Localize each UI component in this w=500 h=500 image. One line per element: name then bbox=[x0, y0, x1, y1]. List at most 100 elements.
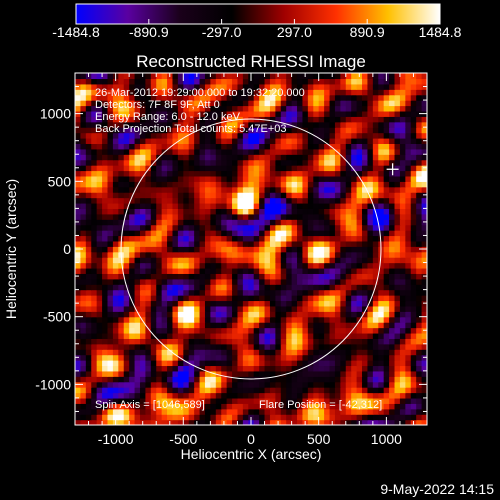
heatmap-cell bbox=[253, 224, 260, 231]
heatmap-cell bbox=[248, 240, 255, 247]
heatmap-cell bbox=[275, 94, 282, 101]
heatmap-cell bbox=[302, 137, 309, 144]
heatmap-cell bbox=[307, 110, 314, 117]
heatmap-cell bbox=[313, 300, 320, 307]
heatmap-cell bbox=[286, 110, 293, 117]
heatmap-cell bbox=[421, 143, 427, 150]
heatmap-cell bbox=[85, 165, 92, 172]
heatmap-cell bbox=[313, 262, 320, 269]
heatmap-cell bbox=[237, 343, 244, 350]
heatmap-cell bbox=[383, 262, 390, 269]
heatmap-cell bbox=[215, 89, 222, 96]
heatmap-cell bbox=[291, 148, 298, 155]
heatmap-cell bbox=[291, 83, 298, 90]
heatmap-cell bbox=[394, 159, 401, 166]
heatmap-cell bbox=[150, 137, 157, 144]
heatmap-cell bbox=[161, 403, 168, 410]
heatmap-cell bbox=[129, 387, 136, 394]
heatmap-cell bbox=[259, 246, 266, 253]
heatmap-cell bbox=[367, 403, 374, 410]
heatmap-cell bbox=[329, 370, 336, 377]
heatmap-cell bbox=[329, 89, 336, 96]
heatmap-cell bbox=[378, 116, 385, 123]
heatmap-cell bbox=[394, 300, 401, 307]
heatmap-cell bbox=[253, 208, 260, 215]
heatmap-cell bbox=[232, 311, 239, 318]
heatmap-cell bbox=[399, 181, 406, 188]
heatmap-cell bbox=[232, 186, 239, 193]
heatmap-cell bbox=[226, 186, 233, 193]
heatmap-cell bbox=[199, 105, 206, 112]
heatmap-cell bbox=[150, 316, 157, 323]
heatmap-cell bbox=[112, 186, 119, 193]
heatmap-cell bbox=[237, 403, 244, 410]
heatmap-cell bbox=[80, 202, 87, 209]
heatmap-cell bbox=[226, 267, 233, 274]
heatmap-cell bbox=[96, 284, 103, 291]
heatmap-cell bbox=[264, 143, 271, 150]
heatmap-cell bbox=[367, 202, 374, 209]
heatmap-cell bbox=[307, 240, 314, 247]
heatmap-cell bbox=[372, 343, 379, 350]
heatmap-cell bbox=[215, 165, 222, 172]
heatmap-cell bbox=[259, 148, 266, 155]
heatmap-cell bbox=[351, 392, 358, 399]
heatmap-cell bbox=[194, 197, 201, 204]
heatmap-cell bbox=[177, 332, 184, 339]
heatmap-cell bbox=[204, 143, 211, 150]
heatmap-cell bbox=[118, 311, 125, 318]
heatmap-cell bbox=[161, 100, 168, 107]
heatmap-cell bbox=[351, 83, 358, 90]
heatmap-cell bbox=[399, 148, 406, 155]
heatmap-cell bbox=[134, 278, 141, 285]
heatmap-cell bbox=[318, 170, 325, 177]
heatmap-cell bbox=[139, 78, 146, 85]
heatmap-cell bbox=[156, 213, 163, 220]
heatmap-cell bbox=[291, 159, 298, 166]
heatmap-cell bbox=[156, 311, 163, 318]
heatmap-cell bbox=[75, 170, 82, 177]
heatmap-cell bbox=[372, 392, 379, 399]
heatmap-cell bbox=[91, 246, 98, 253]
heatmap-cell bbox=[199, 273, 206, 280]
heatmap-cell bbox=[118, 338, 125, 345]
heatmap-cell bbox=[226, 83, 233, 90]
heatmap-cell bbox=[362, 289, 369, 296]
heatmap-cell bbox=[248, 83, 255, 90]
heatmap-cell bbox=[313, 137, 320, 144]
heatmap-cell bbox=[204, 305, 211, 312]
heatmap-cell bbox=[421, 116, 427, 123]
heatmap-cell bbox=[183, 165, 190, 172]
heatmap-cell bbox=[96, 262, 103, 269]
heatmap-cell bbox=[129, 127, 136, 134]
heatmap-cell bbox=[259, 267, 266, 274]
heatmap-cell bbox=[334, 137, 341, 144]
heatmap-cell bbox=[291, 110, 298, 117]
heatmap-cell bbox=[85, 300, 92, 307]
heatmap-cell bbox=[405, 202, 412, 209]
heatmap-cell bbox=[161, 213, 168, 220]
heatmap-cell bbox=[421, 100, 427, 107]
heatmap-cell bbox=[242, 202, 249, 209]
heatmap-cell bbox=[221, 175, 228, 182]
heatmap-cell bbox=[264, 257, 271, 264]
heatmap-cell bbox=[167, 246, 174, 253]
heatmap-cell bbox=[112, 338, 119, 345]
heatmap-cell bbox=[405, 284, 412, 291]
heatmap-cell bbox=[134, 186, 141, 193]
heatmap-cell bbox=[156, 110, 163, 117]
heatmap-cell bbox=[80, 230, 87, 237]
heatmap-cell bbox=[156, 322, 163, 329]
heatmap-cell bbox=[145, 392, 152, 399]
heatmap-cell bbox=[389, 213, 396, 220]
heatmap-cell bbox=[324, 365, 331, 372]
heatmap-cell bbox=[297, 235, 304, 242]
heatmap-cell bbox=[226, 338, 233, 345]
heatmap-cell bbox=[232, 208, 239, 215]
heatmap-cell bbox=[167, 148, 174, 155]
heatmap-cell bbox=[297, 73, 304, 80]
heatmap-cell bbox=[75, 197, 82, 204]
heatmap-cell bbox=[275, 251, 282, 258]
heatmap-cell bbox=[145, 419, 152, 425]
heatmap-cell bbox=[204, 392, 211, 399]
